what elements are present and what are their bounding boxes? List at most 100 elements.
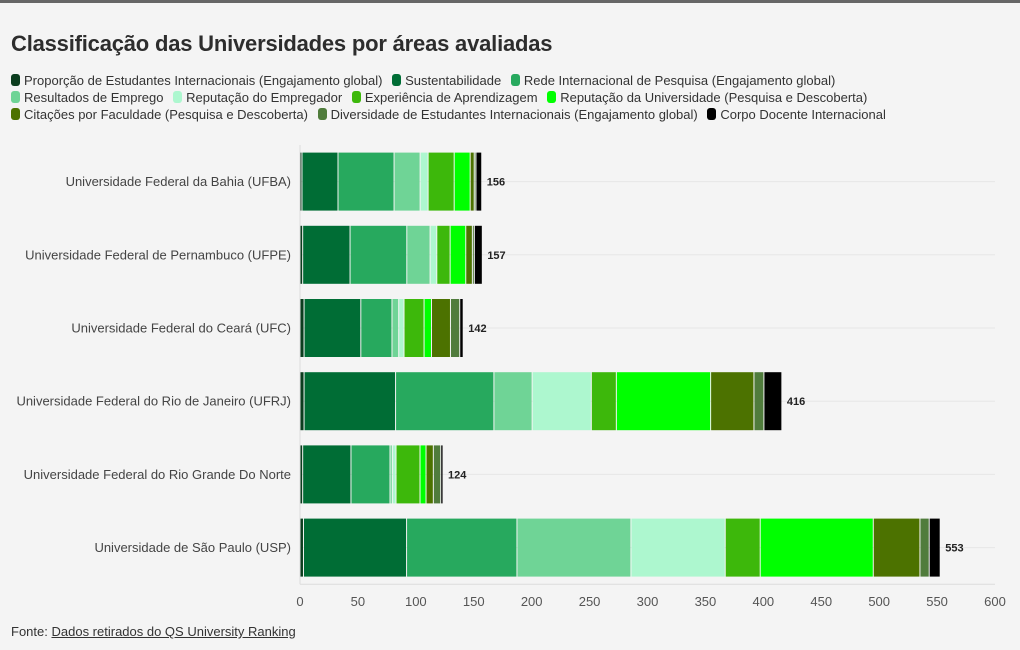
legend-label: Citações por Faculdade (Pesquisa e Desco… [24, 107, 308, 122]
bar-segment[interactable] [303, 225, 350, 284]
bar-segment[interactable] [303, 445, 351, 504]
bar-group [300, 518, 940, 577]
bar-segment[interactable] [300, 225, 303, 284]
legend-label: Resultados de Emprego [24, 90, 164, 105]
source-link[interactable]: Dados retirados do QS University Ranking [51, 624, 296, 639]
legend-item[interactable]: Diversidade de Estudantes Internacionais… [317, 106, 698, 123]
bar-segment[interactable] [474, 225, 482, 284]
bar-segment[interactable] [300, 445, 303, 504]
bar-segment[interactable] [304, 299, 361, 357]
legend-label: Proporção de Estudantes Internacionais (… [24, 73, 383, 88]
bar-segment[interactable] [338, 152, 394, 211]
bar-segment[interactable] [437, 225, 450, 284]
legend-label: Rede Internacional de Pesquisa (Engajame… [523, 73, 836, 88]
bar-segment[interactable] [424, 299, 431, 357]
bar-segment[interactable] [873, 518, 920, 577]
bar-segment[interactable] [361, 299, 392, 357]
legend-item[interactable]: Resultados de Emprego [11, 89, 163, 106]
bar-segment[interactable] [396, 445, 420, 504]
x-tick-label: 300 [637, 594, 659, 609]
bar-segment[interactable] [441, 445, 443, 504]
bar-segment[interactable] [430, 225, 437, 284]
bar-segment[interactable] [754, 372, 764, 431]
bar-segment[interactable] [711, 372, 754, 431]
bar-segment[interactable] [426, 445, 433, 504]
bars [300, 152, 940, 577]
bar-segment[interactable] [476, 152, 482, 211]
category-label: Universidade Federal do Rio Grande Do No… [24, 467, 291, 482]
bar-segment[interactable] [725, 518, 760, 577]
bar-segment[interactable] [929, 518, 940, 577]
bar-segment[interactable] [300, 152, 302, 211]
legend-swatch [510, 74, 520, 86]
category-label: Universidade Federal da Bahia (UFBA) [66, 174, 291, 189]
bar-segment[interactable] [428, 152, 454, 211]
bar-segment[interactable] [407, 225, 430, 284]
bar-segment[interactable] [404, 299, 424, 357]
legend-item[interactable]: Corpo Docente Internacional [707, 106, 886, 123]
bar-segment[interactable] [472, 225, 474, 284]
bar-segment[interactable] [532, 372, 591, 431]
bar-segment[interactable] [517, 518, 631, 577]
bar-group [300, 372, 782, 431]
bar-segment[interactable] [350, 225, 407, 284]
legend-row: Resultados de Emprego Reputação do Empre… [11, 89, 1011, 106]
legend-label: Sustentabilidade [405, 73, 502, 88]
bar-segment[interactable] [494, 372, 532, 431]
legend-item[interactable]: Rede Internacional de Pesquisa (Engajame… [510, 72, 836, 89]
bar-segment[interactable] [300, 518, 303, 577]
bar-segment[interactable] [300, 299, 304, 357]
bar-segment[interactable] [420, 152, 428, 211]
bar-segment[interactable] [616, 372, 711, 431]
legend-swatch [392, 74, 402, 86]
bar-segment[interactable] [460, 299, 463, 357]
bar-segment[interactable] [470, 152, 474, 211]
bar-segment[interactable] [433, 445, 441, 504]
bar-segment[interactable] [300, 372, 304, 431]
bar-segment[interactable] [591, 372, 616, 431]
legend-swatch [11, 108, 20, 120]
top-border [0, 0, 1020, 3]
bar-segment[interactable] [304, 372, 396, 431]
bar-segment[interactable] [303, 518, 407, 577]
legend-label: Reputação da Universidade (Pesquisa e De… [560, 90, 868, 105]
legend-item[interactable]: Experiência de Aprendizagem [351, 89, 538, 106]
legend-label: Diversidade de Estudantes Internacionais… [330, 107, 698, 122]
legend-item[interactable]: Reputação da Universidade (Pesquisa e De… [547, 89, 867, 106]
bar-segment[interactable] [450, 299, 460, 357]
total-label: 142 [468, 323, 486, 335]
legend: Proporção de Estudantes Internacionais (… [11, 72, 1011, 123]
x-tick-label: 250 [579, 594, 601, 609]
total-label: 553 [945, 543, 963, 555]
bar-segment[interactable] [399, 299, 404, 357]
bar-segment[interactable] [764, 372, 782, 431]
x-axis-ticks: 0 50 100 150 200 250 300 350 400 450 500 550 600 [296, 594, 1005, 609]
bar-segment[interactable] [394, 152, 420, 211]
legend-item[interactable]: Reputação do Empregador [173, 89, 342, 106]
bar-segment[interactable] [466, 225, 472, 284]
bar-segment[interactable] [407, 518, 517, 577]
bar-segment[interactable] [474, 152, 476, 211]
x-tick-label: 350 [695, 594, 717, 609]
legend-label: Experiência de Aprendizagem [364, 90, 538, 105]
category-label: Universidade Federal do Rio de Janeiro (… [16, 394, 291, 409]
bar-segment[interactable] [431, 299, 450, 357]
bar-segment[interactable] [760, 518, 873, 577]
bar-segment[interactable] [631, 518, 725, 577]
bar-segment[interactable] [390, 445, 392, 504]
legend-item[interactable]: Proporção de Estudantes Internacionais (… [11, 72, 382, 89]
bar-segment[interactable] [920, 518, 929, 577]
legend-item[interactable]: Citações por Faculdade (Pesquisa e Desco… [11, 106, 308, 123]
legend-item[interactable]: Sustentabilidade [392, 72, 501, 89]
bar-segment[interactable] [351, 445, 390, 504]
category-labels: Universidade Federal da Bahia (UFBA) Univ… [16, 174, 291, 555]
bar-segment[interactable] [420, 445, 426, 504]
bar-segment[interactable] [450, 225, 466, 284]
bar-segment[interactable] [392, 445, 396, 504]
bar-segment[interactable] [454, 152, 470, 211]
total-label: 124 [448, 469, 467, 481]
bar-segment[interactable] [302, 152, 338, 211]
bar-segment[interactable] [396, 372, 494, 431]
bar-segment[interactable] [392, 299, 399, 357]
